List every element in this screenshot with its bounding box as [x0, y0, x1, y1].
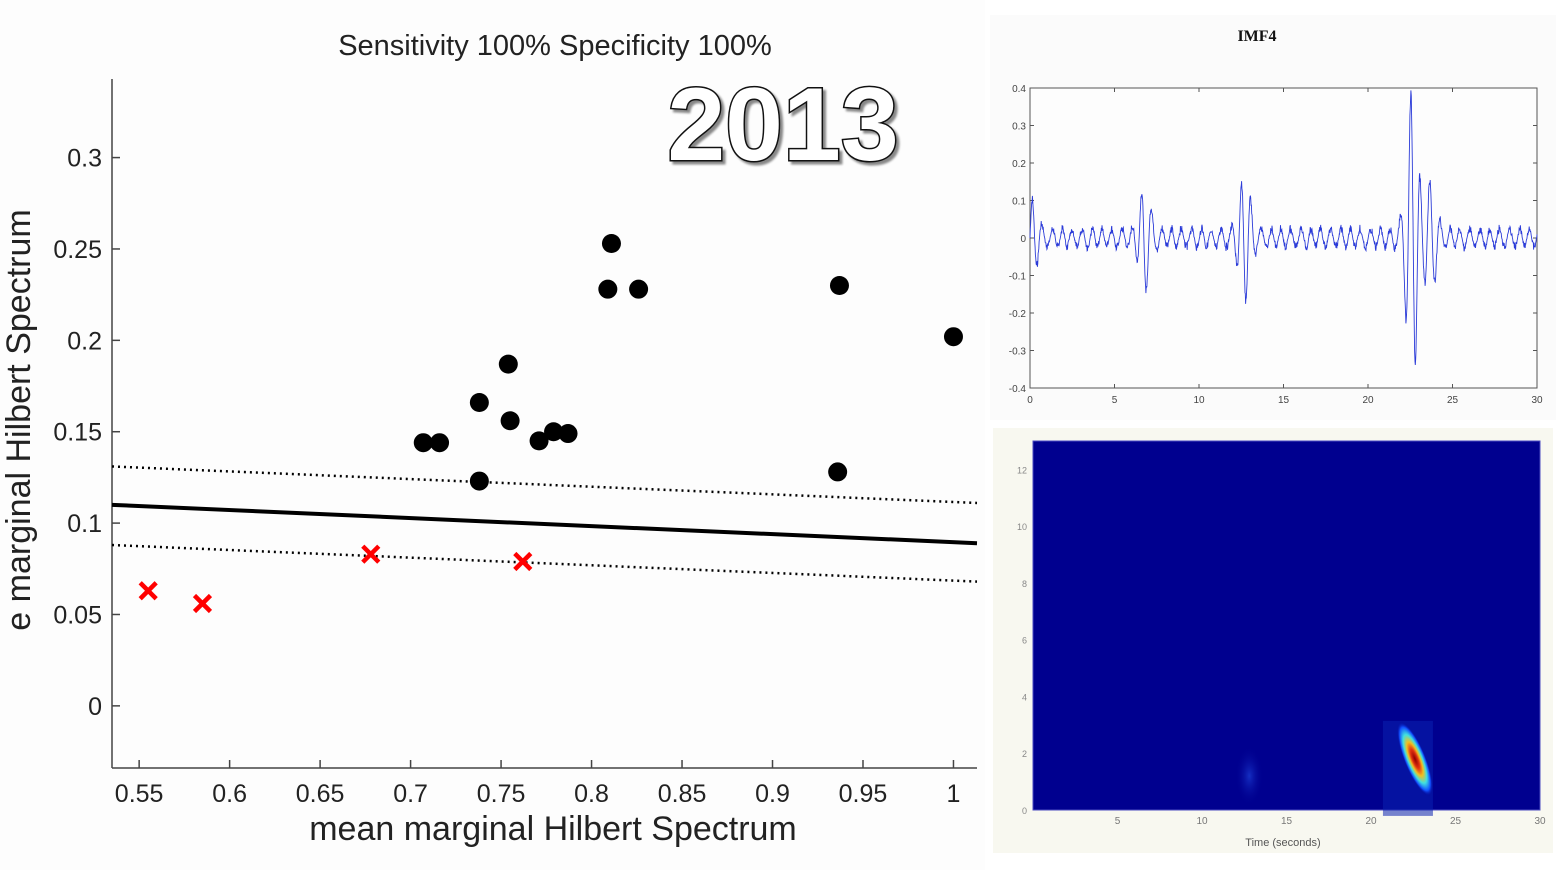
- circle-point: [413, 433, 433, 453]
- imf4-y-tick-label: -0.1: [1009, 272, 1027, 283]
- chart-title: Sensitivity 100% Specificity 100%: [338, 30, 772, 62]
- x-axis-label: mean marginal Hilbert Spectrum: [309, 810, 797, 848]
- cross-point: [361, 544, 381, 564]
- circle-point: [629, 279, 649, 299]
- x-tick-label: 0.9: [755, 780, 790, 808]
- y-axis-label: e marginal Hilbert Spectrum: [0, 209, 38, 630]
- spectrum-x-tick-label: 20: [1365, 816, 1377, 827]
- x-tick-label: 0.65: [296, 780, 345, 808]
- imf4-x-tick-label: 25: [1447, 395, 1459, 406]
- cross-stroke: [361, 544, 381, 564]
- spectrum-x-tick-label: 5: [1115, 816, 1121, 827]
- spectrum-y-tick-label: 10: [1017, 522, 1027, 532]
- hilbert-spectrum-panel: 5 10 15 20 25 30 0 2 4 6 8 10 12 Time (seconds): [993, 428, 1553, 853]
- y-tick-label: 0.2: [67, 327, 102, 355]
- spectrum-y-tick-label: 12: [1017, 465, 1027, 475]
- circle-point: [469, 392, 489, 412]
- circle-point: [601, 233, 621, 253]
- circle-point: [828, 462, 848, 482]
- x-tick-label: 0.85: [658, 780, 707, 808]
- scatter-chart: Sensitivity 100% Specificity 100% 2013 m…: [0, 30, 978, 848]
- imf4-trace: [1029, 90, 1538, 366]
- spectrum-background: [1032, 440, 1541, 811]
- imf4-x-tick-label: 0: [1027, 395, 1033, 406]
- imf4-y-tick-label: -0.4: [1009, 384, 1027, 395]
- hilbert-spectrum-chart: 5 10 15 20 25 30 0 2 4 6 8 10 12 Time (seconds): [1017, 440, 1546, 849]
- circle-point: [544, 422, 564, 442]
- circle-point: [598, 279, 618, 299]
- imf4-signal: [1029, 90, 1538, 366]
- spectrum-y-tick-label: 6: [1022, 636, 1027, 646]
- imf4-x-tick-label: 5: [1112, 395, 1118, 406]
- spectrum-y-tick-label: 8: [1022, 579, 1027, 589]
- spectrum-image: [1032, 440, 1541, 816]
- imf4-panel: IMF4 0 5 10 15 20 25 30 -0.4 -0.3 -0.2 -0.1 0 0.1 0.2…: [990, 15, 1556, 420]
- cross-point: [192, 593, 213, 614]
- imf4-x-tick-label: 10: [1193, 395, 1205, 406]
- cross-point: [513, 551, 533, 572]
- spectrum-x-tick-label: 15: [1281, 816, 1293, 827]
- circle-point: [500, 411, 520, 431]
- y-tick-label: 0.05: [53, 601, 102, 629]
- data-points: [138, 233, 963, 614]
- cross-stroke: [138, 581, 158, 601]
- x-tick-label: 0.8: [574, 780, 609, 808]
- cross-stroke: [513, 551, 533, 572]
- circle-point: [498, 354, 518, 374]
- spectrum-y-tick-label: 0: [1022, 806, 1027, 816]
- margin-upper: [111, 465, 978, 505]
- circle-point: [943, 327, 963, 347]
- y-tick-label: 0: [88, 693, 102, 721]
- y-tick-label: 0.1: [67, 510, 102, 538]
- imf4-y-tick-label: 0: [1020, 234, 1026, 245]
- x-tick-label: 0.6: [212, 780, 247, 808]
- imf4-x-tick-label: 20: [1362, 395, 1374, 406]
- y-tick-label: 0.25: [53, 236, 102, 264]
- x-tick-label: 0.55: [115, 780, 164, 808]
- imf4-chart: IMF4 0 5 10 15 20 25 30 -0.4 -0.3 -0.2 -0.1 0 0.1 0.2…: [1009, 28, 1543, 406]
- spectrum-hotspot: [1396, 721, 1434, 797]
- x-tick-label: 0.95: [839, 780, 888, 808]
- spectrum-y-tick-label: 2: [1022, 749, 1027, 759]
- imf4-y-tick-label: 0.2: [1012, 159, 1026, 170]
- cross-point: [138, 581, 158, 601]
- imf4-y-tick-label: 0.4: [1012, 84, 1026, 95]
- x-tick-label: 0.7: [393, 780, 428, 808]
- spectrum-axes: 5 10 15 20 25 30 0 2 4 6 8 10 12: [1017, 465, 1546, 827]
- circle-point: [529, 431, 549, 451]
- boundary-lines: [111, 465, 978, 583]
- imf4-y-tick-label: -0.3: [1009, 347, 1027, 358]
- circle-point: [430, 433, 450, 453]
- spectrum-x-tick-label: 25: [1450, 816, 1462, 827]
- imf4-x-tick-label: 15: [1278, 395, 1290, 406]
- scatter-panel: Sensitivity 100% Specificity 100% 2013 m…: [0, 30, 978, 848]
- imf4-y-tick-label: 0.3: [1012, 122, 1026, 133]
- spectrum-weak-spot: [1235, 745, 1264, 806]
- circle-point: [558, 424, 578, 444]
- spectrum-x-label: Time (seconds): [1245, 837, 1320, 849]
- spectrum-x-tick-label: 10: [1196, 816, 1208, 827]
- imf4-y-tick-label: 0.1: [1012, 197, 1026, 208]
- year-annotation: 2013: [667, 67, 898, 183]
- cross-stroke: [192, 593, 213, 614]
- x-tick-label: 0.75: [477, 780, 526, 808]
- y-tick-label: 0.3: [67, 145, 102, 173]
- spectrum-y-tick-label: 4: [1022, 692, 1027, 702]
- imf4-title: IMF4: [1237, 28, 1276, 45]
- imf4-x-tick-label: 30: [1531, 395, 1543, 406]
- imf4-y-tick-label: -0.2: [1009, 309, 1027, 320]
- decision-boundary: [111, 502, 978, 546]
- axes: 0.55 0.6 0.65 0.7 0.75 0.8 0.85 0.9 0.95 1 0 0.05 0.…: [53, 79, 977, 808]
- x-tick-label: 1: [947, 780, 961, 808]
- spectrum-x-tick-label: 30: [1534, 816, 1546, 827]
- y-tick-label: 0.15: [53, 419, 102, 447]
- circle-point: [829, 276, 849, 296]
- margin-lower: [111, 543, 978, 583]
- circle-point: [469, 471, 489, 491]
